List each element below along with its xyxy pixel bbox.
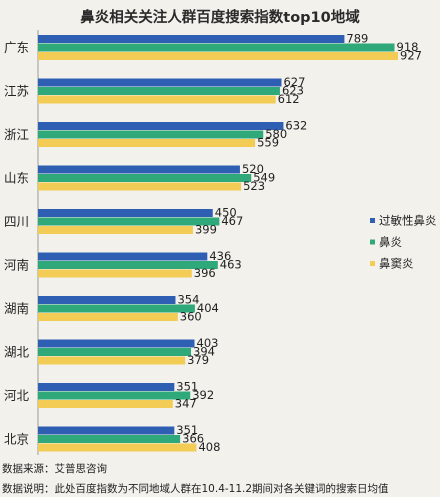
data-label: 450 — [215, 206, 237, 220]
bar — [38, 130, 264, 139]
legend-label: 鼻炎 — [379, 235, 402, 249]
data-label: 392 — [192, 388, 214, 402]
bar — [38, 269, 192, 278]
legend-label: 鼻窦炎 — [379, 257, 414, 271]
data-label: 580 — [265, 127, 287, 141]
category-label: 北京 — [4, 432, 29, 447]
data-label: 627 — [283, 75, 305, 89]
legend-swatch — [370, 239, 375, 245]
data-label: 523 — [243, 179, 265, 193]
bar — [38, 226, 193, 234]
data-label: 403 — [197, 336, 219, 350]
data-label: 559 — [257, 136, 279, 150]
data-label: 789 — [346, 32, 368, 46]
bar — [38, 348, 192, 356]
data-label: 396 — [194, 266, 216, 280]
bar — [38, 174, 252, 182]
data-label: 520 — [242, 162, 264, 176]
data-label: 927 — [400, 49, 422, 63]
bar — [38, 43, 395, 52]
bar — [38, 304, 195, 313]
data-label: 918 — [397, 40, 419, 54]
chart-title: 鼻炎相关关注人群百度搜索指数top10地域 — [80, 10, 360, 26]
bar — [38, 391, 191, 400]
category-label: 广东 — [4, 40, 29, 55]
category-label: 河北 — [4, 388, 30, 403]
bar — [38, 313, 178, 321]
bar — [38, 296, 176, 304]
data-label: 463 — [220, 258, 242, 272]
bar — [38, 182, 242, 191]
bar — [38, 165, 240, 174]
source-note: 数据来源：艾普思咨询 — [2, 463, 107, 475]
data-label: 351 — [176, 423, 198, 437]
bar — [38, 356, 186, 365]
bar — [38, 122, 284, 130]
bar — [38, 78, 282, 87]
data-label: 360 — [180, 310, 202, 324]
bar — [38, 87, 280, 95]
data-label: 408 — [198, 440, 220, 454]
data-label: 467 — [221, 214, 243, 228]
category-label: 四川 — [4, 214, 29, 229]
bar — [38, 261, 218, 269]
data-label: 632 — [285, 119, 307, 133]
data-label: 612 — [278, 92, 300, 106]
data-label: 351 — [176, 380, 198, 394]
data-label: 623 — [282, 84, 304, 98]
bar — [38, 443, 197, 452]
category-label: 湖北 — [4, 345, 30, 360]
data-label: 366 — [182, 432, 204, 446]
legend-swatch — [370, 261, 375, 266]
data-label: 436 — [209, 249, 231, 263]
legend-label: 过敏性鼻炎 — [379, 214, 437, 228]
category-label: 山东 — [4, 171, 29, 186]
bar — [38, 217, 220, 226]
data-label: 379 — [187, 353, 209, 367]
category-label: 河南 — [4, 258, 29, 273]
bar — [38, 139, 256, 147]
bar — [38, 52, 398, 60]
data-label: 549 — [253, 171, 275, 185]
bar — [38, 339, 195, 348]
bar — [38, 426, 175, 435]
bar — [38, 35, 345, 43]
data-label: 354 — [177, 293, 199, 307]
data-label: 347 — [175, 397, 197, 411]
data-note: 数据说明：此处百度指数为不同地域人群在10.4-11.2期间对各关键词的搜索日均… — [2, 483, 389, 495]
bar — [38, 95, 276, 104]
bar — [38, 209, 213, 217]
bar — [38, 435, 181, 443]
category-label: 江苏 — [4, 84, 29, 99]
data-label: 399 — [195, 223, 217, 237]
bar — [38, 252, 208, 261]
category-label: 浙江 — [4, 127, 29, 142]
category-label: 湖南 — [4, 301, 29, 316]
bar — [38, 400, 173, 408]
data-label: 394 — [193, 345, 215, 359]
bar — [38, 383, 175, 391]
legend-swatch — [370, 218, 375, 223]
data-label: 404 — [197, 301, 219, 315]
